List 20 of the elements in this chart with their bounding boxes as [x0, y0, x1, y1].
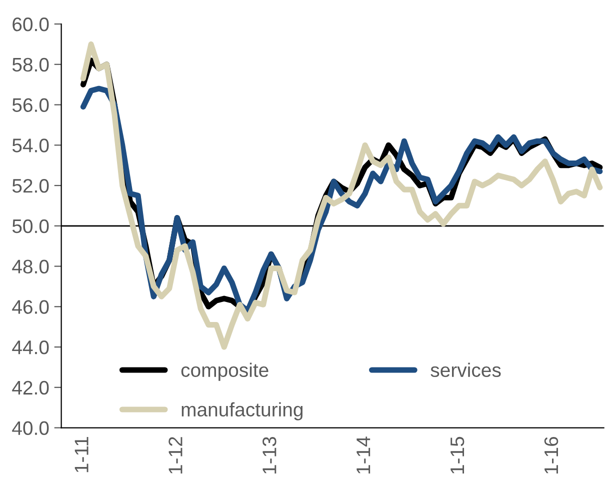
y-tick-label: 46.0: [12, 300, 49, 314]
y-tick-label: 48.0: [12, 260, 49, 274]
x-tick-label: 1-14: [356, 436, 370, 474]
y-tick-label: 52.0: [12, 178, 49, 193]
y-tick-label: 58.0: [12, 58, 49, 72]
x-tick-label: 1-15: [450, 436, 464, 474]
y-tick-label: 42.0: [12, 380, 49, 395]
y-tick-label: 60.0: [12, 17, 49, 32]
legend-label: services: [430, 362, 501, 378]
x-tick-label: 1-11: [74, 437, 88, 472]
y-tick-label: 56.0: [12, 98, 49, 112]
x-tick-label: 1-16: [544, 436, 558, 474]
legend-label: composite: [181, 362, 268, 381]
legend-label: manufacturing: [182, 402, 302, 420]
y-tick-label: 50.0: [12, 219, 49, 234]
y-tick-label: 54.0: [12, 138, 49, 152]
x-tick-label: 1-13: [262, 436, 276, 474]
y-tick-label: 44.0: [12, 340, 49, 354]
y-tick-label: 40.0: [12, 421, 49, 436]
x-tick-label: 1-12: [168, 437, 182, 474]
